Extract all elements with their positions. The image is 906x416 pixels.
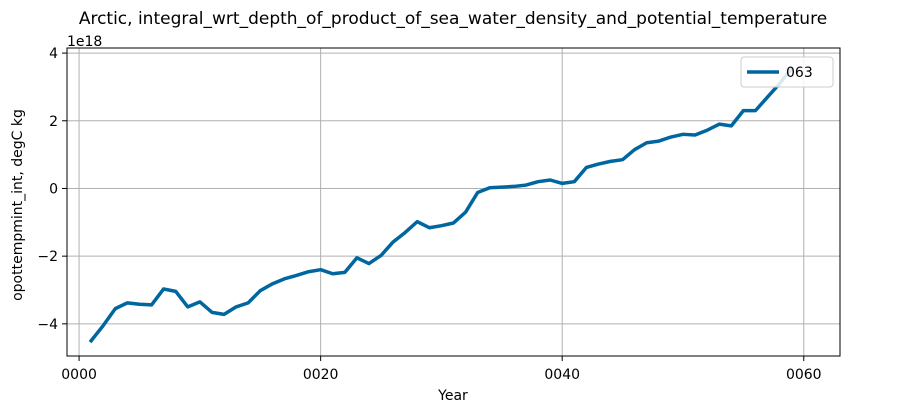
x-tick-label: 0040 — [544, 367, 580, 383]
x-axis-label: Year — [437, 388, 468, 404]
y-tick-label: −2 — [37, 249, 58, 265]
y-tick-label: 0 — [49, 181, 58, 197]
plot-frame — [66, 47, 841, 357]
y-axis-label: opottempmint_int, degC kg — [10, 109, 26, 301]
y-tick-label: 4 — [49, 46, 58, 62]
chart-title: Arctic, integral_wrt_depth_of_product_of… — [79, 9, 827, 29]
y-tick-label: −4 — [37, 317, 58, 333]
x-tick-label: 0000 — [61, 367, 97, 383]
legend-label: 063 — [786, 65, 813, 81]
series-line — [88, 65, 795, 344]
y-axis-offset-text: 1e18 — [67, 34, 102, 50]
x-tick-label: 0060 — [786, 367, 822, 383]
y-tick-label: 2 — [49, 114, 58, 130]
legend-box — [740, 56, 834, 88]
x-tick-label: 0020 — [303, 367, 339, 383]
